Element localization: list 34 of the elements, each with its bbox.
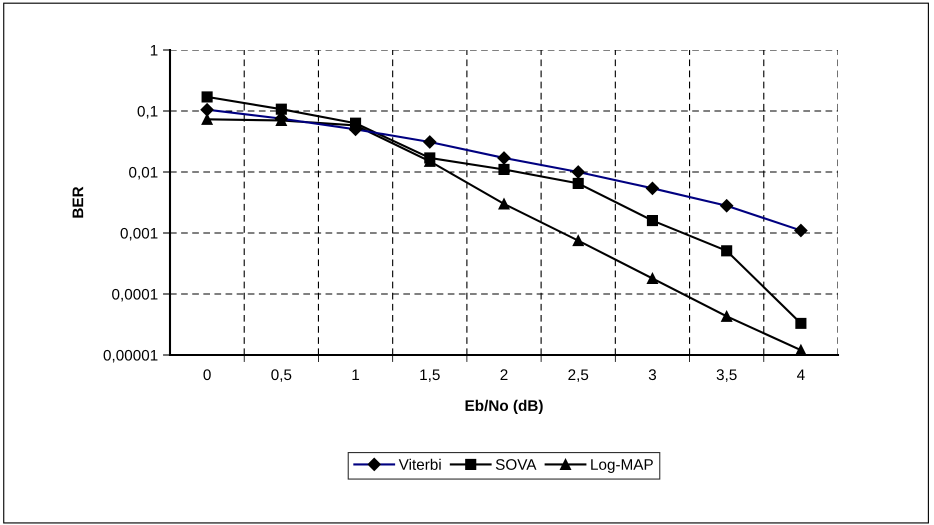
point [498, 164, 510, 176]
x-tick-label: 2,5 [568, 369, 588, 382]
legend-label: Viterbi [398, 458, 441, 470]
x-tick-label: 0,5 [271, 369, 292, 382]
point [572, 235, 584, 246]
x-tick-label: 3,5 [716, 369, 737, 382]
y-axis-title: BER [72, 186, 84, 218]
point [795, 318, 806, 329]
y-tick-label: 0,0001 [112, 288, 158, 302]
legend-label: Log-MAP [591, 459, 653, 473]
y-tick-label: 0,1 [138, 106, 158, 118]
x-tick-label: 2 [500, 369, 508, 380]
point [721, 310, 732, 322]
y-tick-label: 0,01 [129, 166, 158, 180]
x-tick-label: 1 [352, 369, 360, 380]
point [202, 91, 213, 102]
y-tick-label: 0,001 [120, 228, 158, 240]
x-tick-label: 1,5 [420, 369, 440, 382]
x-tick-label: 4 [796, 369, 805, 380]
point [795, 344, 806, 355]
point [721, 245, 732, 256]
x-tick-label: 0 [203, 369, 211, 380]
point [498, 198, 510, 210]
point [646, 272, 658, 284]
point [276, 104, 287, 115]
point [646, 214, 658, 226]
y-tick-label: 0,00001 [104, 350, 158, 362]
x-axis-title: Eb/No (dB) [466, 400, 543, 414]
point [424, 152, 436, 164]
point [572, 178, 584, 189]
x-tick-label: 3 [648, 369, 656, 380]
point [202, 114, 213, 125]
legend-label: SOVA [496, 459, 536, 470]
y-tick-label: 1 [150, 45, 158, 56]
